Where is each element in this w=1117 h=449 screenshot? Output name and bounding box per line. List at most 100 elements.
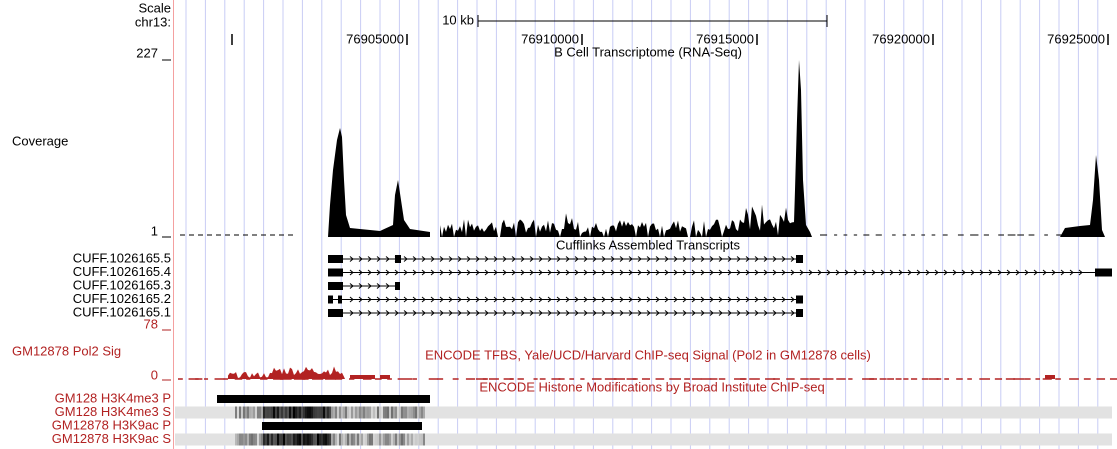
exon <box>328 255 343 263</box>
strand-arrow <box>754 256 759 262</box>
strand-arrow <box>439 269 444 276</box>
strand-arrow <box>574 256 579 262</box>
coverage-signal <box>180 60 1105 237</box>
signal-stripe <box>345 433 347 446</box>
signal-stripe <box>323 433 325 446</box>
strand-arrow <box>610 256 615 262</box>
signal-stripe <box>305 433 307 446</box>
strand-arrow <box>385 256 390 262</box>
strand-arrow <box>556 296 561 303</box>
strand-arrow <box>790 310 795 316</box>
strand-arrow <box>727 296 732 303</box>
signal-stripe <box>353 406 355 419</box>
strand-arrow <box>412 310 417 316</box>
signal-stripe <box>377 406 379 419</box>
signal-stripe <box>345 406 347 419</box>
transcript-label: CUFF.1026165.3 <box>73 277 171 292</box>
exon <box>395 282 400 290</box>
signal-stripe <box>249 406 251 419</box>
position-label: 76925000 <box>1047 31 1105 46</box>
strand-arrow <box>601 296 606 303</box>
signal-stripe <box>407 406 409 419</box>
signal-stripe <box>307 433 309 446</box>
signal-bump <box>380 375 390 379</box>
strand-arrow <box>889 269 894 276</box>
strand-arrow <box>628 256 633 262</box>
strand-arrow <box>1015 269 1020 276</box>
signal-stripe <box>291 433 293 446</box>
strand-arrow <box>1024 269 1029 276</box>
scale-bar <box>477 15 828 27</box>
strand-arrow <box>394 269 399 276</box>
strand-arrow <box>556 310 561 316</box>
strand-arrow <box>700 310 705 316</box>
signal-stripe <box>309 433 311 446</box>
strand-arrow <box>475 296 480 303</box>
signal-stripe <box>375 406 377 419</box>
signal-stripe <box>339 406 341 419</box>
signal-stripe <box>381 433 383 446</box>
strand-arrow <box>700 269 705 276</box>
transcript-label: CUFF.1026165.2 <box>73 291 171 306</box>
peak-bar <box>217 395 430 403</box>
exon <box>796 309 803 317</box>
signal-stripe <box>387 406 389 419</box>
position-label: 76920000 <box>872 31 930 46</box>
strand-arrow <box>772 269 777 276</box>
strand-arrow <box>718 256 723 262</box>
strand-arrow <box>880 269 885 276</box>
track-title: Cufflinks Assembled Transcripts <box>556 237 740 252</box>
strand-arrow <box>520 256 525 262</box>
strand-arrow <box>682 310 687 316</box>
strand-arrow <box>493 296 498 303</box>
signal-stripe <box>271 406 273 419</box>
signal-stripe <box>417 406 419 419</box>
strand-arrow <box>727 256 732 262</box>
strand-arrow <box>655 256 660 262</box>
strand-arrow <box>376 283 381 289</box>
signal-stripe <box>363 406 365 419</box>
strand-arrow <box>736 296 741 303</box>
signal-stripe <box>289 433 291 446</box>
strand-arrow <box>1042 269 1047 276</box>
signal-stripe <box>369 433 371 446</box>
signal-stripe <box>347 406 349 419</box>
track-min: 1 <box>151 223 158 238</box>
strand-arrow <box>772 256 777 262</box>
strand-arrow <box>583 256 588 262</box>
signal-stripe <box>361 433 363 446</box>
signal-stripe <box>239 406 241 419</box>
transcript-label: CUFF.1026165.5 <box>73 250 171 265</box>
signal-stripe <box>397 406 399 419</box>
strand-arrow <box>493 269 498 276</box>
strand-arrow <box>745 296 750 303</box>
strand-arrow <box>484 256 489 262</box>
signal-stripe <box>255 406 257 419</box>
strand-arrow <box>511 310 516 316</box>
strand-arrow <box>700 296 705 303</box>
strand-arrow <box>475 256 480 262</box>
signal-stripe <box>241 406 243 419</box>
signal-stripe <box>421 433 423 446</box>
signal-stripe <box>275 433 277 446</box>
strand-arrow <box>394 310 399 316</box>
strand-arrow <box>358 296 363 303</box>
strand-arrow <box>385 310 390 316</box>
signal-stripe <box>267 406 269 419</box>
strand-arrow <box>1069 269 1074 276</box>
strand-arrow <box>349 296 354 303</box>
signal-stripe <box>367 406 369 419</box>
strand-arrow <box>547 269 552 276</box>
peak-bar <box>262 422 422 430</box>
strand-arrow <box>646 310 651 316</box>
strand-arrow <box>457 296 462 303</box>
signal-stripe <box>351 406 353 419</box>
pol2-signal <box>178 366 1117 380</box>
strand-arrow <box>628 310 633 316</box>
signal-stripe <box>329 433 331 446</box>
strand-arrow <box>691 256 696 262</box>
position-label: 76905000 <box>346 31 404 46</box>
strand-arrow <box>610 310 615 316</box>
strand-arrow <box>1078 269 1083 276</box>
